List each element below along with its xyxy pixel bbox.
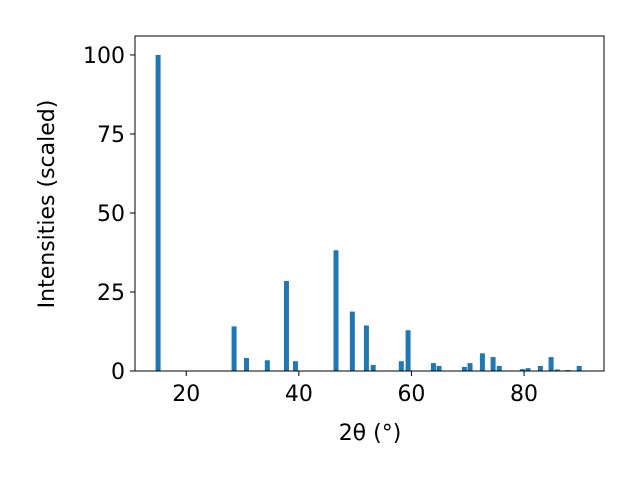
y-tick-label: 0	[111, 360, 125, 385]
x-tick-label: 60	[397, 382, 425, 407]
bar	[525, 368, 531, 371]
bar	[292, 361, 298, 371]
x-tick-label: 80	[510, 382, 538, 407]
y-tick-label: 100	[83, 44, 125, 69]
x-axis-label: 2θ (°)	[339, 421, 402, 446]
bar	[479, 353, 485, 371]
bar	[363, 325, 369, 371]
bar	[398, 361, 404, 371]
y-tick-label: 25	[97, 281, 125, 306]
y-tick-label: 50	[97, 202, 125, 227]
x-tick-label: 40	[285, 382, 313, 407]
bar	[349, 311, 355, 371]
bar	[537, 365, 543, 371]
bar	[430, 363, 436, 371]
bar	[490, 357, 496, 371]
y-axis-label: Intensities (scaled)	[35, 100, 60, 309]
bar	[496, 365, 502, 371]
bar	[283, 280, 289, 371]
bar	[576, 365, 582, 371]
bar	[519, 369, 525, 371]
bar	[548, 357, 554, 371]
bar	[231, 326, 237, 371]
bar	[333, 250, 339, 371]
bar	[461, 366, 467, 371]
bar	[405, 330, 411, 371]
x-tick-label: 20	[172, 382, 200, 407]
bar	[155, 54, 161, 371]
bar	[436, 365, 442, 371]
plot-frame	[134, 35, 605, 372]
bar	[554, 369, 560, 371]
y-tick-label: 75	[97, 123, 125, 148]
bar	[467, 363, 473, 371]
bar	[243, 358, 249, 371]
bar	[264, 360, 270, 371]
bar	[370, 364, 376, 371]
